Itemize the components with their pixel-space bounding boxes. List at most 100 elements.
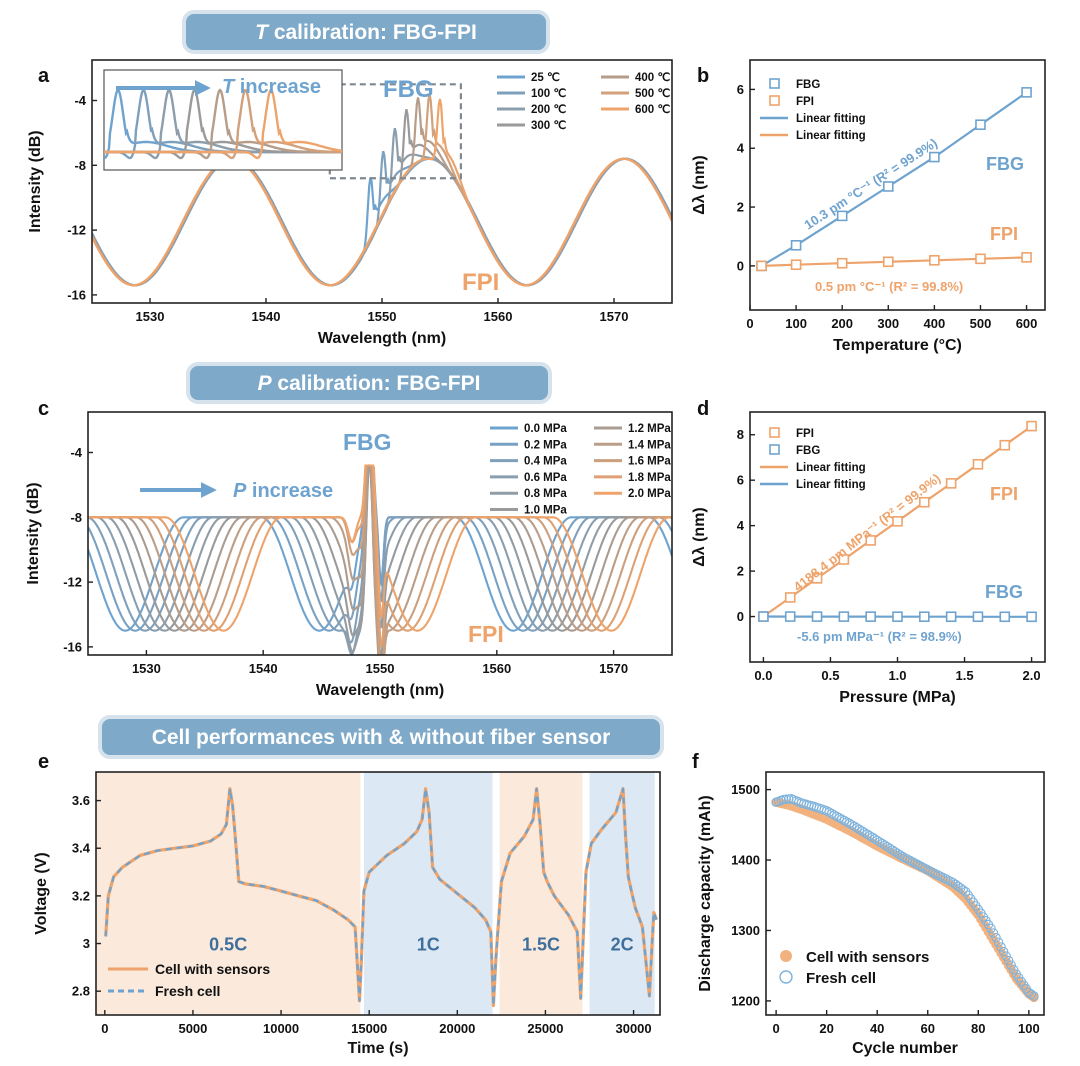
y-axis-label: Intensity (dB) [25, 482, 42, 584]
x-axis-label: Cycle number [852, 1040, 958, 1057]
y-tick-label: -8 [74, 158, 86, 173]
data-point-FPI [865, 535, 876, 546]
svg-text:T calibration: FBG-FPI: T calibration: FBG-FPI [255, 21, 477, 44]
x-tick-label: 25000 [527, 1021, 563, 1036]
data-point-fresh-cell [869, 834, 880, 844]
panel-label-e: e [38, 751, 49, 773]
data-point-fresh-cell [915, 861, 925, 871]
data-point-FBG [836, 210, 848, 222]
legend-f: Cell with sensors Fresh cell [779, 949, 929, 987]
x-tick-label: 1550 [366, 661, 395, 676]
x-tick-label: 1570 [599, 661, 628, 676]
x-axis-label: Wavelength (nm) [318, 330, 446, 347]
legend-label: 1.0 MPa [524, 505, 567, 517]
data-point-fresh-cell [998, 946, 1009, 957]
data-point-FPI [838, 554, 850, 565]
data-point-fresh-cell [1003, 955, 1014, 966]
y-tick-label: -4 [74, 93, 86, 108]
data-point-fresh-cell [859, 827, 870, 838]
data-point-FBG [929, 151, 940, 163]
legend-b: FBG FPI Linear fitting Linear fitting [760, 78, 866, 142]
data-point-FPI [975, 253, 986, 265]
x-tick-label: 400 [924, 316, 946, 331]
banner-e: Cell performances with & without fiber s… [98, 715, 664, 759]
y-tick-label: 3.4 [72, 841, 91, 856]
region-shade [589, 772, 655, 1015]
fbg-label: FBG [383, 76, 434, 103]
fpi-fit-annotation: 0.5 pm °C⁻¹ (R² = 99.8%) [815, 279, 963, 294]
series-line-1.0 MPa [88, 464, 672, 655]
data-point-FBG [972, 611, 984, 623]
data-point-FBG [945, 611, 957, 623]
data-point-fresh-cell [1029, 991, 1039, 1001]
legend-label: 100 ℃ [531, 87, 566, 100]
data-point-fresh-cell [862, 829, 872, 839]
x-tick-label: 20 [819, 1021, 833, 1036]
x-tick-label: 1550 [368, 309, 397, 324]
x-tick-label: 100 [785, 316, 807, 331]
inset-label-text: increase [234, 76, 321, 98]
region-label: 0.5C [209, 935, 247, 955]
series-line-0.2 MPa [88, 464, 672, 632]
pressure-italic: P [233, 480, 247, 502]
legend-a: 25 ℃ 100 ℃ 200 ℃ 300 ℃ 400 ℃ 500 ℃ 600 ℃ [497, 71, 670, 132]
data-point-FBG [838, 611, 850, 622]
banner-a-text: calibration: FBG-FPI [268, 21, 477, 44]
legend-label: Linear fitting [796, 462, 866, 474]
panel-label-f: f [692, 751, 699, 773]
data-point-fresh-cell [902, 854, 913, 864]
data-point-fresh-cell [844, 818, 855, 829]
x-tick-label: 1530 [136, 309, 165, 324]
y-tick-label: -16 [63, 639, 82, 654]
y-tick-label: 1500 [731, 782, 760, 797]
data-point-FBG [784, 611, 796, 622]
y-tick-label: -4 [70, 445, 82, 460]
data-point-FPI [784, 592, 796, 603]
legend-label: 2.0 MPa [628, 488, 671, 500]
legend-marker [769, 444, 780, 455]
y-tick-label: 2 [737, 564, 744, 579]
legend-e: Cell with sensors Fresh cell [108, 961, 270, 999]
x-tick-label: 0.5 [821, 668, 839, 683]
plot-frame-c [87, 411, 673, 656]
data-point-fresh-cell [912, 859, 923, 870]
inset-series-line-600 ℃ [104, 88, 342, 160]
plots-layer: 1530 1540 1550 1560 1570 -16 -12 -8 -4 Wavelength… [25, 59, 1046, 1057]
series-line-2.0 MPa [88, 464, 672, 632]
data-point-fresh-cell [1008, 964, 1019, 975]
plot-frame-b [749, 59, 1046, 311]
data-point-fresh-cell [854, 824, 865, 835]
data-point-FBG [975, 119, 986, 131]
x-tick-label: 1540 [252, 309, 281, 324]
data-point-fresh-cell [991, 932, 1001, 943]
region-shade [499, 772, 583, 1015]
legend-label: 25 ℃ [531, 71, 560, 84]
data-point-fresh-cell [829, 810, 839, 820]
fpi-label: FPI [990, 484, 1018, 504]
x-tick-label: 40 [870, 1021, 884, 1036]
data-point-fresh-cell [885, 843, 895, 854]
data-point-FBG [999, 611, 1011, 623]
axes-b: 0 100 200 300 400 500 600 0 2 4 6 Temperature (°C) Δ… [691, 82, 1037, 354]
legend-label: 400 ℃ [635, 71, 670, 84]
fpi-label: FPI [990, 224, 1018, 244]
legend-label: 300 ℃ [531, 119, 566, 132]
data-point-FPI [836, 257, 848, 269]
y-tick-label: 2.8 [72, 984, 90, 999]
data-point-fresh-cell [824, 807, 834, 817]
legend-label: 0.4 MPa [524, 456, 567, 468]
data-point-fresh-cell [917, 862, 928, 872]
banner-c-italic: P [258, 372, 273, 395]
x-tick-label: 600 [1016, 316, 1038, 331]
x-tick-label: 1560 [482, 661, 511, 676]
data-point-fresh-cell [857, 826, 867, 836]
legend-label: 0.2 MPa [524, 439, 567, 451]
legend-label: 0.6 MPa [524, 472, 567, 484]
x-tick-label: 0.0 [754, 668, 772, 683]
plot-frame-f [765, 771, 1045, 1016]
banner-a: T calibration: FBG-FPI [182, 10, 550, 54]
curves-c [88, 464, 672, 655]
data-point-FBG [811, 611, 823, 622]
legend-label: Fresh cell [155, 983, 220, 999]
y-tick-label: 1200 [731, 993, 760, 1008]
